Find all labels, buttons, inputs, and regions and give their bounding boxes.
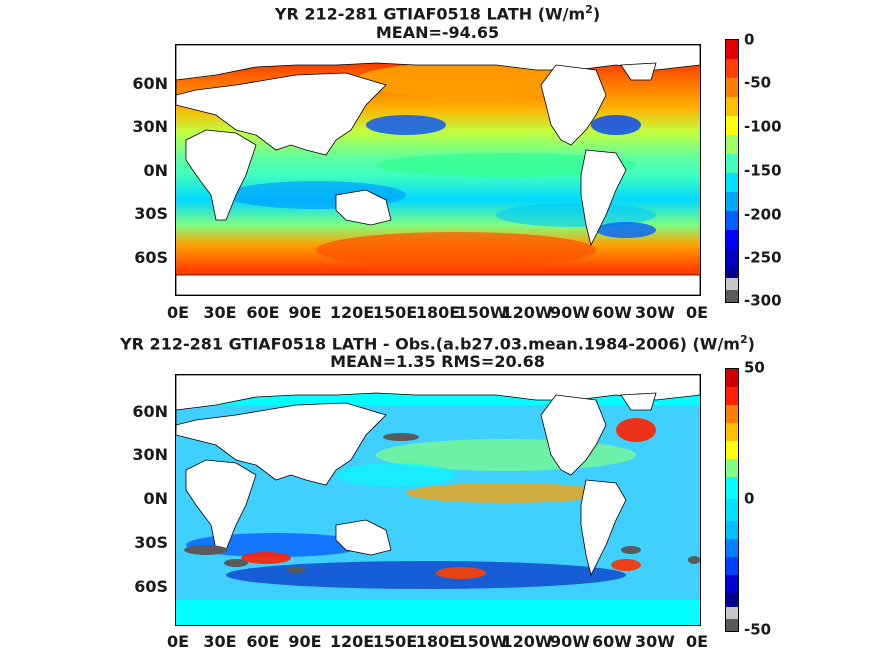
panel2-lon-150e: 150E <box>372 632 418 651</box>
panel1-colorbar <box>725 39 739 303</box>
panel1-cbar-label-0: 0 <box>744 30 755 49</box>
panel1-lon-0e-end: 0E <box>685 303 709 322</box>
panel1-lon-60e: 60E <box>246 303 280 322</box>
panel1-lon-90e: 90E <box>288 303 322 322</box>
panel1-lon-120e: 120E <box>329 303 375 322</box>
panel1-lon-150w: 150W <box>456 303 508 322</box>
panel1-lon-0e: 0E <box>166 303 190 322</box>
panel2-colorbar <box>725 368 739 632</box>
panel1-cbar-label-100: -100 <box>744 117 782 136</box>
panel2-cbar-label-50: 50 <box>744 358 765 377</box>
panel1-title-line2: MEAN=-94.65 <box>375 23 500 42</box>
panel2-lon-180e: 180E <box>415 632 461 651</box>
panel2-title-line2: MEAN=1.35 RMS=20.68 <box>330 352 545 371</box>
panel1-title-line1: YR 212-281 GTIAF0518 LATH (W/m2) <box>274 3 601 24</box>
panel2-lon-120w: 120W <box>501 632 553 651</box>
panel1-lon-90w: 90W <box>550 303 590 322</box>
panel2-lon-0e: 0E <box>166 632 190 651</box>
panel2-title-line1: YR 212-281 GTIAF0518 LATH - Obs.(a.b27.0… <box>120 333 755 354</box>
panel1-map <box>176 45 700 295</box>
panel2-lon-90w: 90W <box>550 632 590 651</box>
panel1-cbar-label-50: -50 <box>744 73 772 92</box>
panel2-lat-60s: 60S <box>134 577 168 596</box>
panel1-cbar-label-200: -200 <box>744 205 782 224</box>
panel1-lon-180e: 180E <box>415 303 461 322</box>
panel2-lon-90e: 90E <box>288 632 322 651</box>
panel2-lat-30s: 30S <box>134 533 168 552</box>
panel2-lon-30w: 30W <box>635 632 675 651</box>
panel2-lon-30e: 30E <box>203 632 237 651</box>
panel1-cbar-label-300: -300 <box>744 291 782 310</box>
panel2-lon-0e-end: 0E <box>685 632 709 651</box>
panel1-lon-30w: 30W <box>635 303 675 322</box>
panel1-lon-60w: 60W <box>592 303 632 322</box>
panel1-lon-30e: 30E <box>203 303 237 322</box>
panel2-lon-150w: 150W <box>456 632 508 651</box>
panel1-lat-60s: 60S <box>134 248 168 267</box>
panel2-lon-60e: 60E <box>246 632 280 651</box>
panel1-lat-30n: 30N <box>132 117 168 136</box>
panel1-lat-60n: 60N <box>132 74 168 93</box>
panel2-map <box>176 375 700 625</box>
panel1-lat-30s: 30S <box>134 204 168 223</box>
panel1-cbar-label-250: -250 <box>744 248 782 267</box>
panel2-lon-60w: 60W <box>592 632 632 651</box>
panel1-lat-0n: 0N <box>143 161 168 180</box>
panel1-lon-120w: 120W <box>501 303 553 322</box>
panel2-lat-0n: 0N <box>143 489 168 508</box>
panel2-cbar-label-0: 0 <box>744 489 755 508</box>
panel2-lat-60n: 60N <box>132 402 168 421</box>
panel1-lon-150e: 150E <box>372 303 418 322</box>
panel2-lat-30n: 30N <box>132 445 168 464</box>
panel2-lon-120e: 120E <box>329 632 375 651</box>
panel1-cbar-label-150: -150 <box>744 161 782 180</box>
panel2-cbar-label-neg50: -50 <box>744 620 772 639</box>
